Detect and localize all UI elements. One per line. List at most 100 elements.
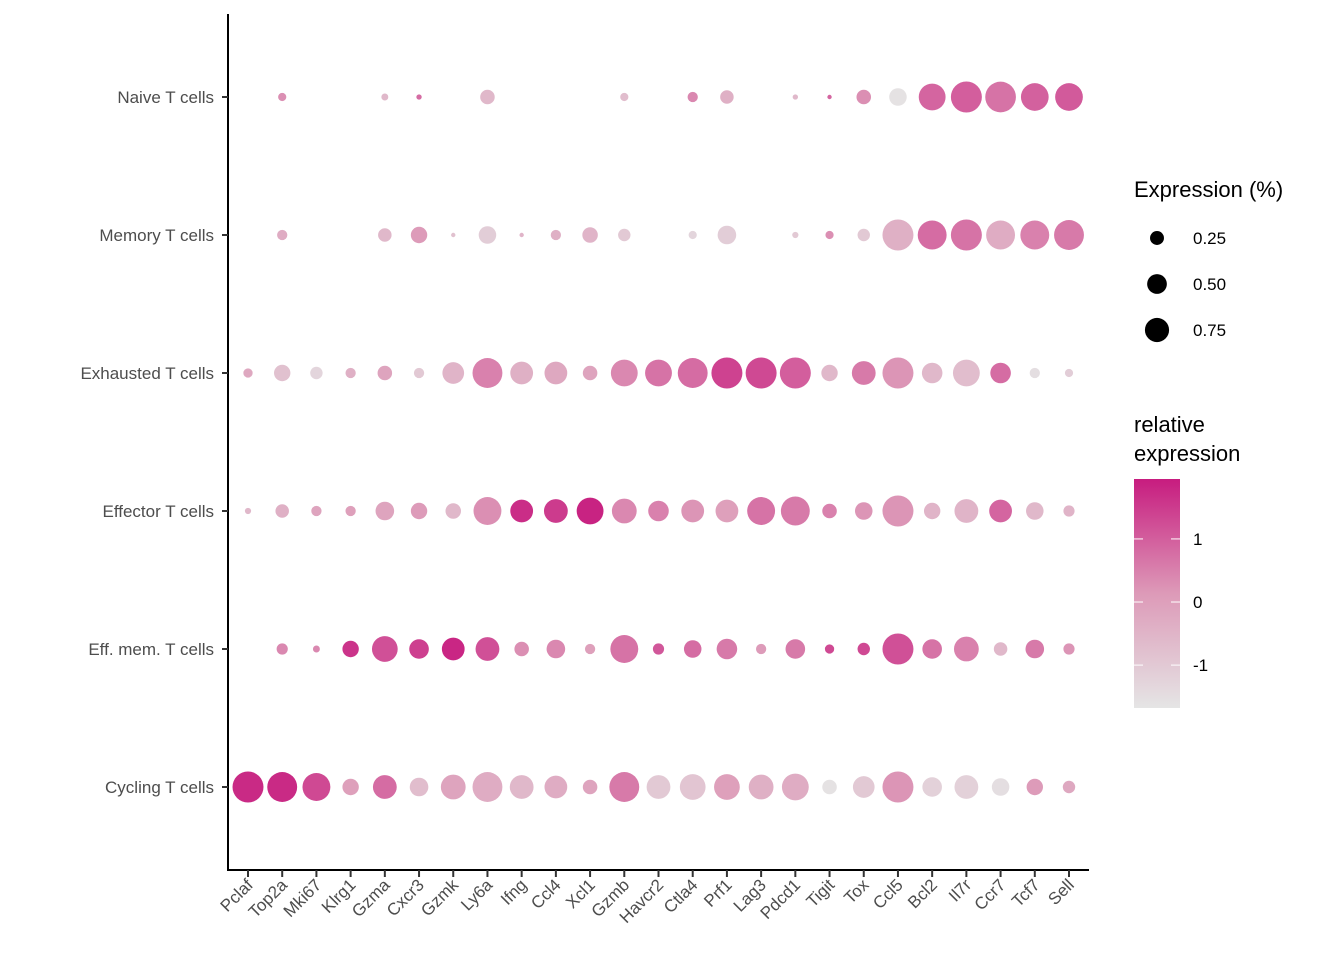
y-tick-labels: Naive T cells Memory T cells Exhausted T c… (80, 88, 228, 797)
colorbar-label: 1 (1193, 530, 1202, 549)
x-tick-label: Ly6a (457, 875, 496, 914)
dot-gzmk-3 (445, 503, 461, 519)
x-tick-label: Top2a (245, 875, 292, 922)
dot-sell-0 (1055, 83, 1083, 111)
dot-ifng-3 (510, 499, 534, 523)
color-legend-title-line1: relative (1134, 412, 1205, 437)
dot-ccl5-1 (882, 219, 914, 251)
size-legend-key (1144, 317, 1170, 343)
dot-pdcd1-1 (792, 231, 799, 239)
size-legend-label: 0.75 (1193, 321, 1226, 340)
dot-ccr7-1 (986, 220, 1016, 250)
dot-prf1-2 (711, 357, 743, 389)
dot-pdcd1-0 (792, 94, 799, 100)
colorbar (1134, 479, 1180, 708)
x-tick-label: Mki67 (280, 875, 326, 921)
dot-ccr7-4 (993, 642, 1008, 656)
dot-ccl4-3 (543, 499, 568, 523)
dot-ccl4-2 (544, 361, 568, 385)
size-legend-key (1147, 274, 1167, 294)
dot-bcl2-5 (922, 777, 942, 797)
y-tick-label: Effector T cells (103, 502, 215, 521)
dot-xcl1-5 (582, 779, 598, 795)
dot-mki67-4 (312, 645, 320, 653)
dot-sell-1 (1054, 220, 1084, 250)
dot-ly6a-5 (472, 772, 503, 802)
dot-il7r-3 (954, 499, 979, 523)
dot-prf1-4 (716, 638, 738, 660)
dot-cxcr3-3 (410, 502, 428, 520)
dot-ly6a-2 (472, 358, 503, 388)
dot-ccl5-3 (882, 495, 914, 527)
dot-lag3-4 (755, 643, 767, 655)
dot-bcl2-2 (921, 362, 943, 384)
dot-tox-4 (857, 642, 870, 656)
size-legend: Expression (%) 0.25 0.50 0.75 (1134, 177, 1283, 343)
dot-top2a-1 (277, 229, 288, 241)
dot-ctla4-2 (677, 358, 708, 388)
dot-ifng-1 (519, 232, 524, 238)
dot-tigit-1 (825, 230, 834, 240)
x-tick-label: Pdcd1 (757, 875, 805, 923)
dot-gzmb-1 (618, 228, 631, 242)
y-tick-label: Naive T cells (117, 88, 214, 107)
size-legend-title: Expression (%) (1134, 177, 1283, 202)
dot-havcr2-2 (645, 359, 672, 387)
dot-ctla4-0 (687, 91, 698, 103)
dot-tox-0 (856, 89, 872, 105)
dot-xcl1-2 (582, 365, 598, 381)
size-legend-label: 0.25 (1193, 229, 1226, 248)
x-tick-label: Gzmk (417, 875, 462, 920)
dot-xcl1-3 (576, 497, 604, 525)
dot-sell-3 (1063, 505, 1075, 517)
dot-tigit-0 (827, 94, 832, 100)
dot-il7r-2 (952, 359, 980, 387)
dot-ccr7-3 (989, 499, 1012, 523)
dot-gzmk-1 (451, 232, 456, 238)
dot-sell-5 (1062, 780, 1076, 794)
dot-ccl4-4 (546, 639, 566, 659)
dot-ly6a-1 (478, 226, 497, 244)
dot-il7r-1 (950, 219, 982, 251)
dot-ifng-2 (510, 361, 534, 385)
dot-pclaf-5 (232, 771, 264, 803)
dot-pdcd1-3 (780, 496, 810, 526)
dot-lag3-5 (748, 774, 774, 800)
dot-ccl4-1 (550, 229, 562, 241)
dot-top2a-4 (276, 643, 288, 655)
x-tick-label: Ccr7 (971, 875, 1010, 914)
dot-pclaf-3 (244, 507, 252, 515)
dot-ccr7-2 (990, 362, 1011, 384)
dot-mki67-3 (311, 505, 322, 517)
dot-gzma-2 (377, 365, 393, 381)
dot-gzma-0 (381, 93, 389, 101)
dot-cxcr3-0 (416, 94, 422, 100)
dot-bcl2-0 (918, 83, 946, 111)
dot-havcr2-5 (646, 775, 671, 799)
dot-il7r-4 (953, 636, 979, 662)
dot-gzmb-4 (610, 635, 639, 663)
color-legend: relative expression 1 0 -1 (1134, 412, 1240, 708)
x-tick-label: Ifng (497, 875, 530, 908)
dot-ly6a-4 (475, 637, 500, 661)
y-tick-label: Eff. mem. T cells (88, 640, 214, 659)
dot-tcf7-2 (1029, 367, 1040, 379)
dot-ccl4-5 (544, 775, 568, 799)
dot-gzma-3 (375, 501, 395, 521)
dot-klrg1-3 (345, 505, 356, 517)
colorbar-label: -1 (1193, 656, 1208, 675)
dot-tcf7-5 (1026, 778, 1043, 796)
dot-mki67-2 (310, 366, 323, 380)
dot-xcl1-4 (584, 643, 596, 655)
dot-tcf7-4 (1025, 639, 1045, 659)
dot-lag3-2 (745, 357, 777, 389)
x-tick-label: Bcl2 (904, 875, 941, 912)
dot-havcr2-4 (652, 643, 665, 655)
size-legend-key (1150, 231, 1164, 245)
dot-gzma-5 (372, 775, 397, 799)
x-tick-label: Sell (1044, 875, 1077, 908)
dot-cxcr3-2 (413, 367, 425, 379)
dot-tox-2 (851, 361, 876, 385)
